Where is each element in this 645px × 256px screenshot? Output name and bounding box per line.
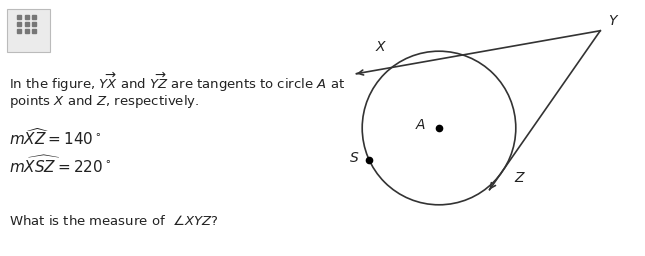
FancyBboxPatch shape <box>7 9 50 52</box>
Text: $m\widehat{XSZ} = 220^\circ$: $m\widehat{XSZ} = 220^\circ$ <box>8 155 111 176</box>
Text: In the figure, $\overrightarrow{YX}$ and $\overrightarrow{YZ}$ are tangents to c: In the figure, $\overrightarrow{YX}$ and… <box>8 70 344 94</box>
Text: $Y$: $Y$ <box>608 14 619 28</box>
Text: $X$: $X$ <box>375 40 388 54</box>
Text: $m\widehat{XZ} = 140^\circ$: $m\widehat{XZ} = 140^\circ$ <box>8 127 101 148</box>
Text: $Z$: $Z$ <box>514 171 526 185</box>
Text: What is the measure of  $\angle XYZ$?: What is the measure of $\angle XYZ$? <box>8 214 218 228</box>
Text: points $X$ and $Z$, respectively.: points $X$ and $Z$, respectively. <box>8 93 199 110</box>
Text: $A$: $A$ <box>415 119 426 132</box>
Text: $S$: $S$ <box>349 151 359 165</box>
